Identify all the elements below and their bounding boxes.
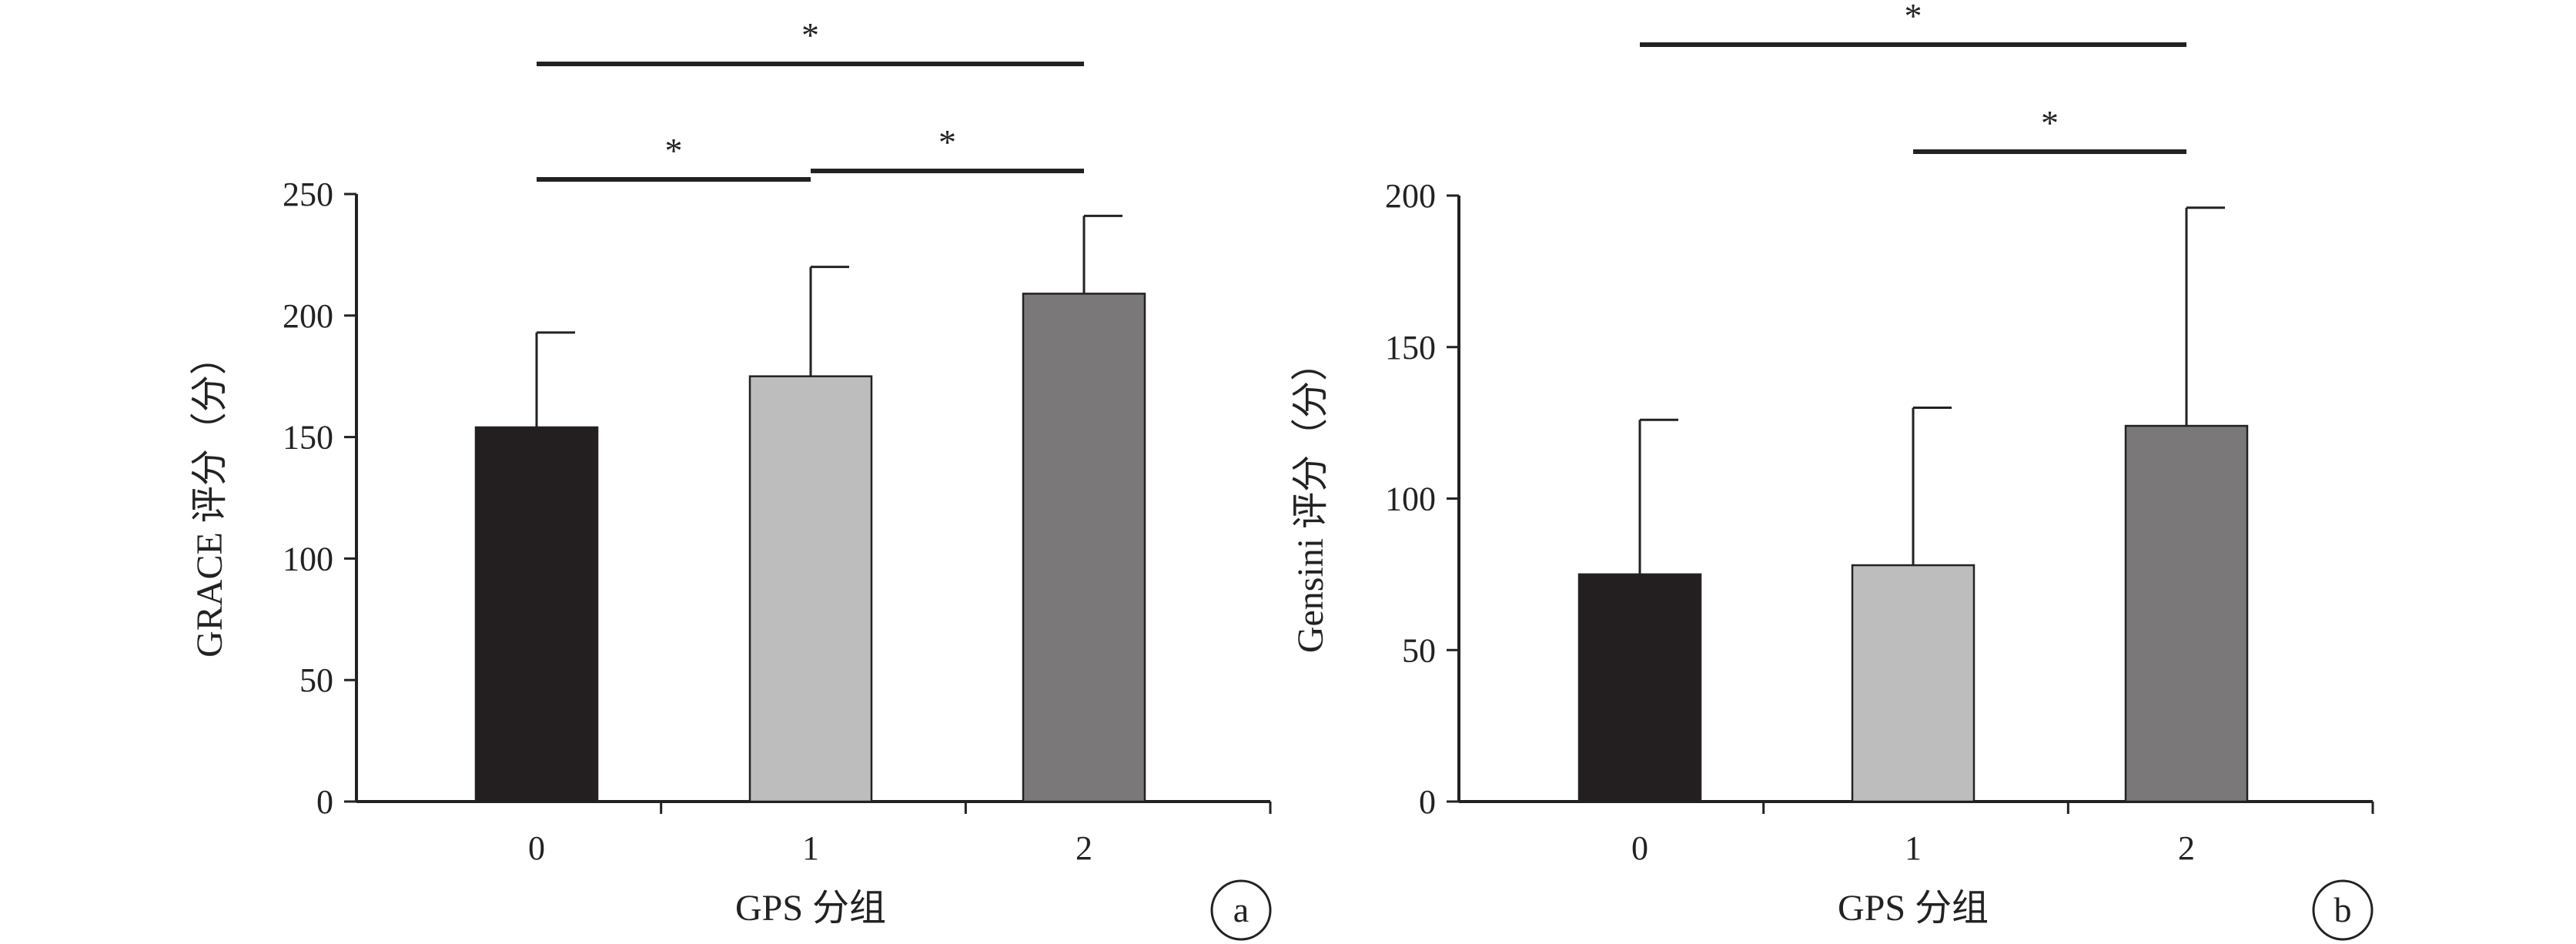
panel-a-significance-star: * (938, 122, 956, 162)
panel-a-chart: 0 50 100 150 200 250 0 1 2 * * * GRACE 评分（分） GPS 分组 a (189, 15, 1272, 941)
panel-b-y-tick-label: 50 (1402, 631, 1436, 669)
panel-b-x-tick-label: 0 (1631, 829, 1648, 867)
panel-b-x-tick-label: 2 (2178, 829, 2195, 867)
panel-a-x-tick-label: 0 (528, 829, 545, 867)
panel-a-y-tick-label: 250 (283, 176, 333, 213)
panel-a-bar-1 (748, 375, 873, 803)
panel-a-y-tick-label: 200 (283, 297, 333, 335)
panel-a-significance-star: * (801, 15, 819, 55)
panel-b-bar-0 (1577, 573, 1702, 803)
panel-a-y-tick-label: 50 (299, 661, 333, 699)
panel-b-y-tick-label: 0 (1419, 783, 1436, 821)
panel-a-x-tick-label: 2 (1076, 829, 1092, 867)
panel-b-x-axis-title: GPS 分组 (1838, 888, 1989, 929)
panel-a-label-circle (1210, 879, 1272, 941)
panel-b-significance-star: * (1905, 0, 1922, 35)
panel-b-y-axis-title: Gensini 评分（分） (1290, 344, 1331, 653)
panel-b-y-tick-label: 100 (1385, 480, 1436, 518)
panel-a-x-axis-title: GPS 分组 (735, 888, 886, 929)
panel-a-bar-0 (474, 426, 599, 803)
panel-a-y-tick-label: 150 (283, 419, 333, 457)
panel-b-label-circle (2312, 879, 2374, 941)
panel-a-x-tick-label: 1 (802, 829, 819, 867)
panel-a-bar-2 (1022, 293, 1146, 803)
panel-b-significance-star: * (2041, 103, 2059, 142)
panel-b-y-tick-label: 150 (1385, 329, 1436, 367)
panel-a-y-tick-label: 100 (283, 540, 333, 577)
panel-a-label: a (1233, 890, 1249, 929)
panel-b-label: b (2334, 890, 2352, 929)
panel-b-chart: 0 50 100 150 200 0 1 2 * * Gensini 评分（分） GPS 分组 b (1290, 0, 2374, 941)
panel-b-y-tick-label: 200 (1385, 177, 1436, 215)
panel-a-y-axis-title: GRACE 评分（分） (189, 338, 230, 658)
panel-b-bar-1 (1851, 564, 1975, 803)
panel-b-x-tick-label: 1 (1905, 829, 1922, 867)
panel-b-bar-2 (2124, 424, 2249, 803)
panel-a-significance-star: * (665, 131, 683, 170)
panel-a-y-tick-label: 0 (316, 783, 333, 821)
